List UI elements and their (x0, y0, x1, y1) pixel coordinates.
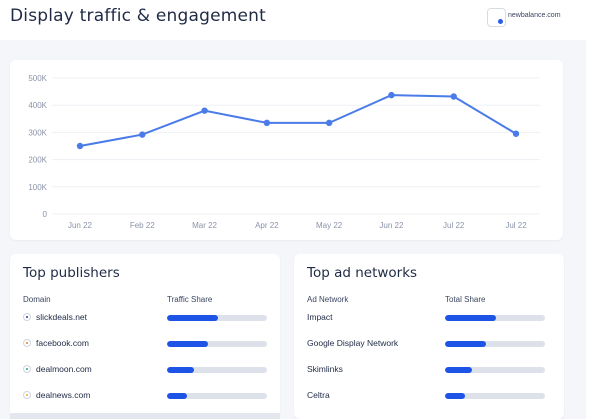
ad-network-label: Skimlinks (307, 364, 343, 374)
ad-network-name: Celtra (307, 390, 330, 400)
publisher-name: slickdeals.net (36, 312, 88, 322)
publisher-name: dealnews.com (36, 390, 91, 400)
data-point[interactable] (201, 107, 208, 114)
x-tick-label: Jul 22 (443, 221, 465, 230)
share-bar-fill (445, 341, 486, 347)
data-point[interactable] (325, 119, 333, 127)
traffic-series-line (79, 94, 517, 147)
ad-network-label: Impact (307, 312, 333, 322)
y-tick-label: 200K (28, 156, 47, 165)
x-tick-label: Apr 22 (255, 221, 279, 230)
share-bar-track (445, 393, 545, 399)
top-ad-networks-card: Top ad networks Ad Network Total Share I… (294, 254, 564, 419)
y-tick-label: 100K (28, 183, 47, 192)
share-bar-fill (445, 367, 472, 373)
ad-network-row[interactable]: Skimlinks (294, 361, 564, 381)
ad-network-label: Google Display Network (307, 338, 398, 348)
publishers-col-share: Traffic Share (167, 295, 213, 304)
y-tick-label: 500K (28, 74, 47, 83)
ad-network-row[interactable]: Celtra (294, 387, 564, 407)
publisher-label: slickdeals.net (23, 312, 87, 322)
publisher-name: facebook.com (36, 338, 89, 348)
publisher-row[interactable]: slickdeals.net (10, 309, 280, 329)
y-tick-label: 0 (43, 210, 48, 219)
data-point[interactable] (139, 131, 146, 138)
publisher-name: dealmoon.com (36, 364, 92, 374)
publisher-row[interactable]: dealmoon.com (10, 361, 280, 381)
share-bar-track (445, 367, 545, 373)
ad-network-name: Skimlinks (307, 364, 343, 374)
share-bar-track (445, 341, 545, 347)
publisher-row[interactable]: facebook.com (10, 335, 280, 355)
share-bar-track (167, 315, 267, 321)
slickdeals-favicon-icon (23, 313, 31, 321)
share-bar-track (167, 393, 267, 399)
x-tick-label: Mar 22 (192, 221, 217, 230)
share-bar-track (445, 315, 545, 321)
ad-network-row[interactable]: Google Display Network (294, 335, 564, 355)
x-tick-label: May 22 (316, 221, 343, 230)
x-tick-label: Jul 22 (505, 221, 527, 230)
dealnews-favicon-icon (23, 391, 31, 399)
publisher-row[interactable]: dealnews.com (10, 387, 280, 407)
share-bar-fill (445, 315, 496, 321)
share-bar-track (167, 341, 267, 347)
data-point[interactable] (76, 142, 84, 150)
x-tick-label: Feb 22 (130, 221, 155, 230)
share-bar-fill (167, 367, 194, 373)
publishers-title: Top publishers (23, 265, 120, 281)
side-strip (586, 40, 590, 419)
domain-dot-icon (498, 19, 503, 24)
dealmoon-favicon-icon (23, 365, 31, 373)
data-point[interactable] (388, 91, 395, 99)
data-point[interactable] (512, 130, 520, 137)
page-header: Display traffic & engagement newbalance.… (0, 0, 590, 40)
ad-network-name: Google Display Network (307, 338, 399, 348)
domain-label: newbalance.com (508, 12, 561, 19)
ad-networks-col-share: Total Share (445, 295, 486, 304)
domain-chip[interactable]: newbalance.com (487, 8, 561, 27)
ad-networks-col-network: Ad Network (307, 295, 349, 304)
publishers-col-domain: Domain (23, 295, 51, 304)
share-bar-fill (167, 315, 218, 321)
x-tick-label: Jun 22 (379, 221, 404, 230)
share-bar-track (167, 367, 267, 373)
domain-color-swatch (487, 8, 506, 27)
traffic-line-chart: 500K 400K 300K 200K 100K 0 Jun 22 Feb 22 Mar 22 A… (28, 74, 540, 230)
data-point[interactable] (263, 119, 271, 127)
publisher-label: dealmoon.com (23, 364, 92, 374)
data-point[interactable] (450, 93, 457, 100)
page-title: Display traffic & engagement (10, 6, 266, 26)
publisher-label: facebook.com (23, 338, 89, 348)
ad-network-label: Celtra (307, 390, 330, 400)
share-bar-fill (445, 393, 465, 399)
facebook-favicon-icon (23, 339, 31, 347)
ad-networks-title: Top ad networks (307, 265, 418, 281)
y-tick-label: 400K (28, 101, 47, 110)
publisher-label: dealnews.com (23, 390, 90, 400)
ad-network-row[interactable]: Impact (294, 309, 564, 329)
horizontal-scrollbar[interactable] (10, 413, 280, 419)
share-bar-fill (167, 341, 208, 347)
top-publishers-card: Top publishers Domain Traffic Share slic… (10, 254, 280, 419)
x-tick-label: Jun 22 (68, 221, 93, 230)
share-bar-fill (167, 393, 187, 399)
y-tick-label: 300K (28, 128, 47, 137)
traffic-chart-card: 500K 400K 300K 200K 100K 0 Jun 22 Feb 22 Mar 22 A… (10, 60, 563, 240)
ad-network-name: Impact (307, 312, 333, 322)
